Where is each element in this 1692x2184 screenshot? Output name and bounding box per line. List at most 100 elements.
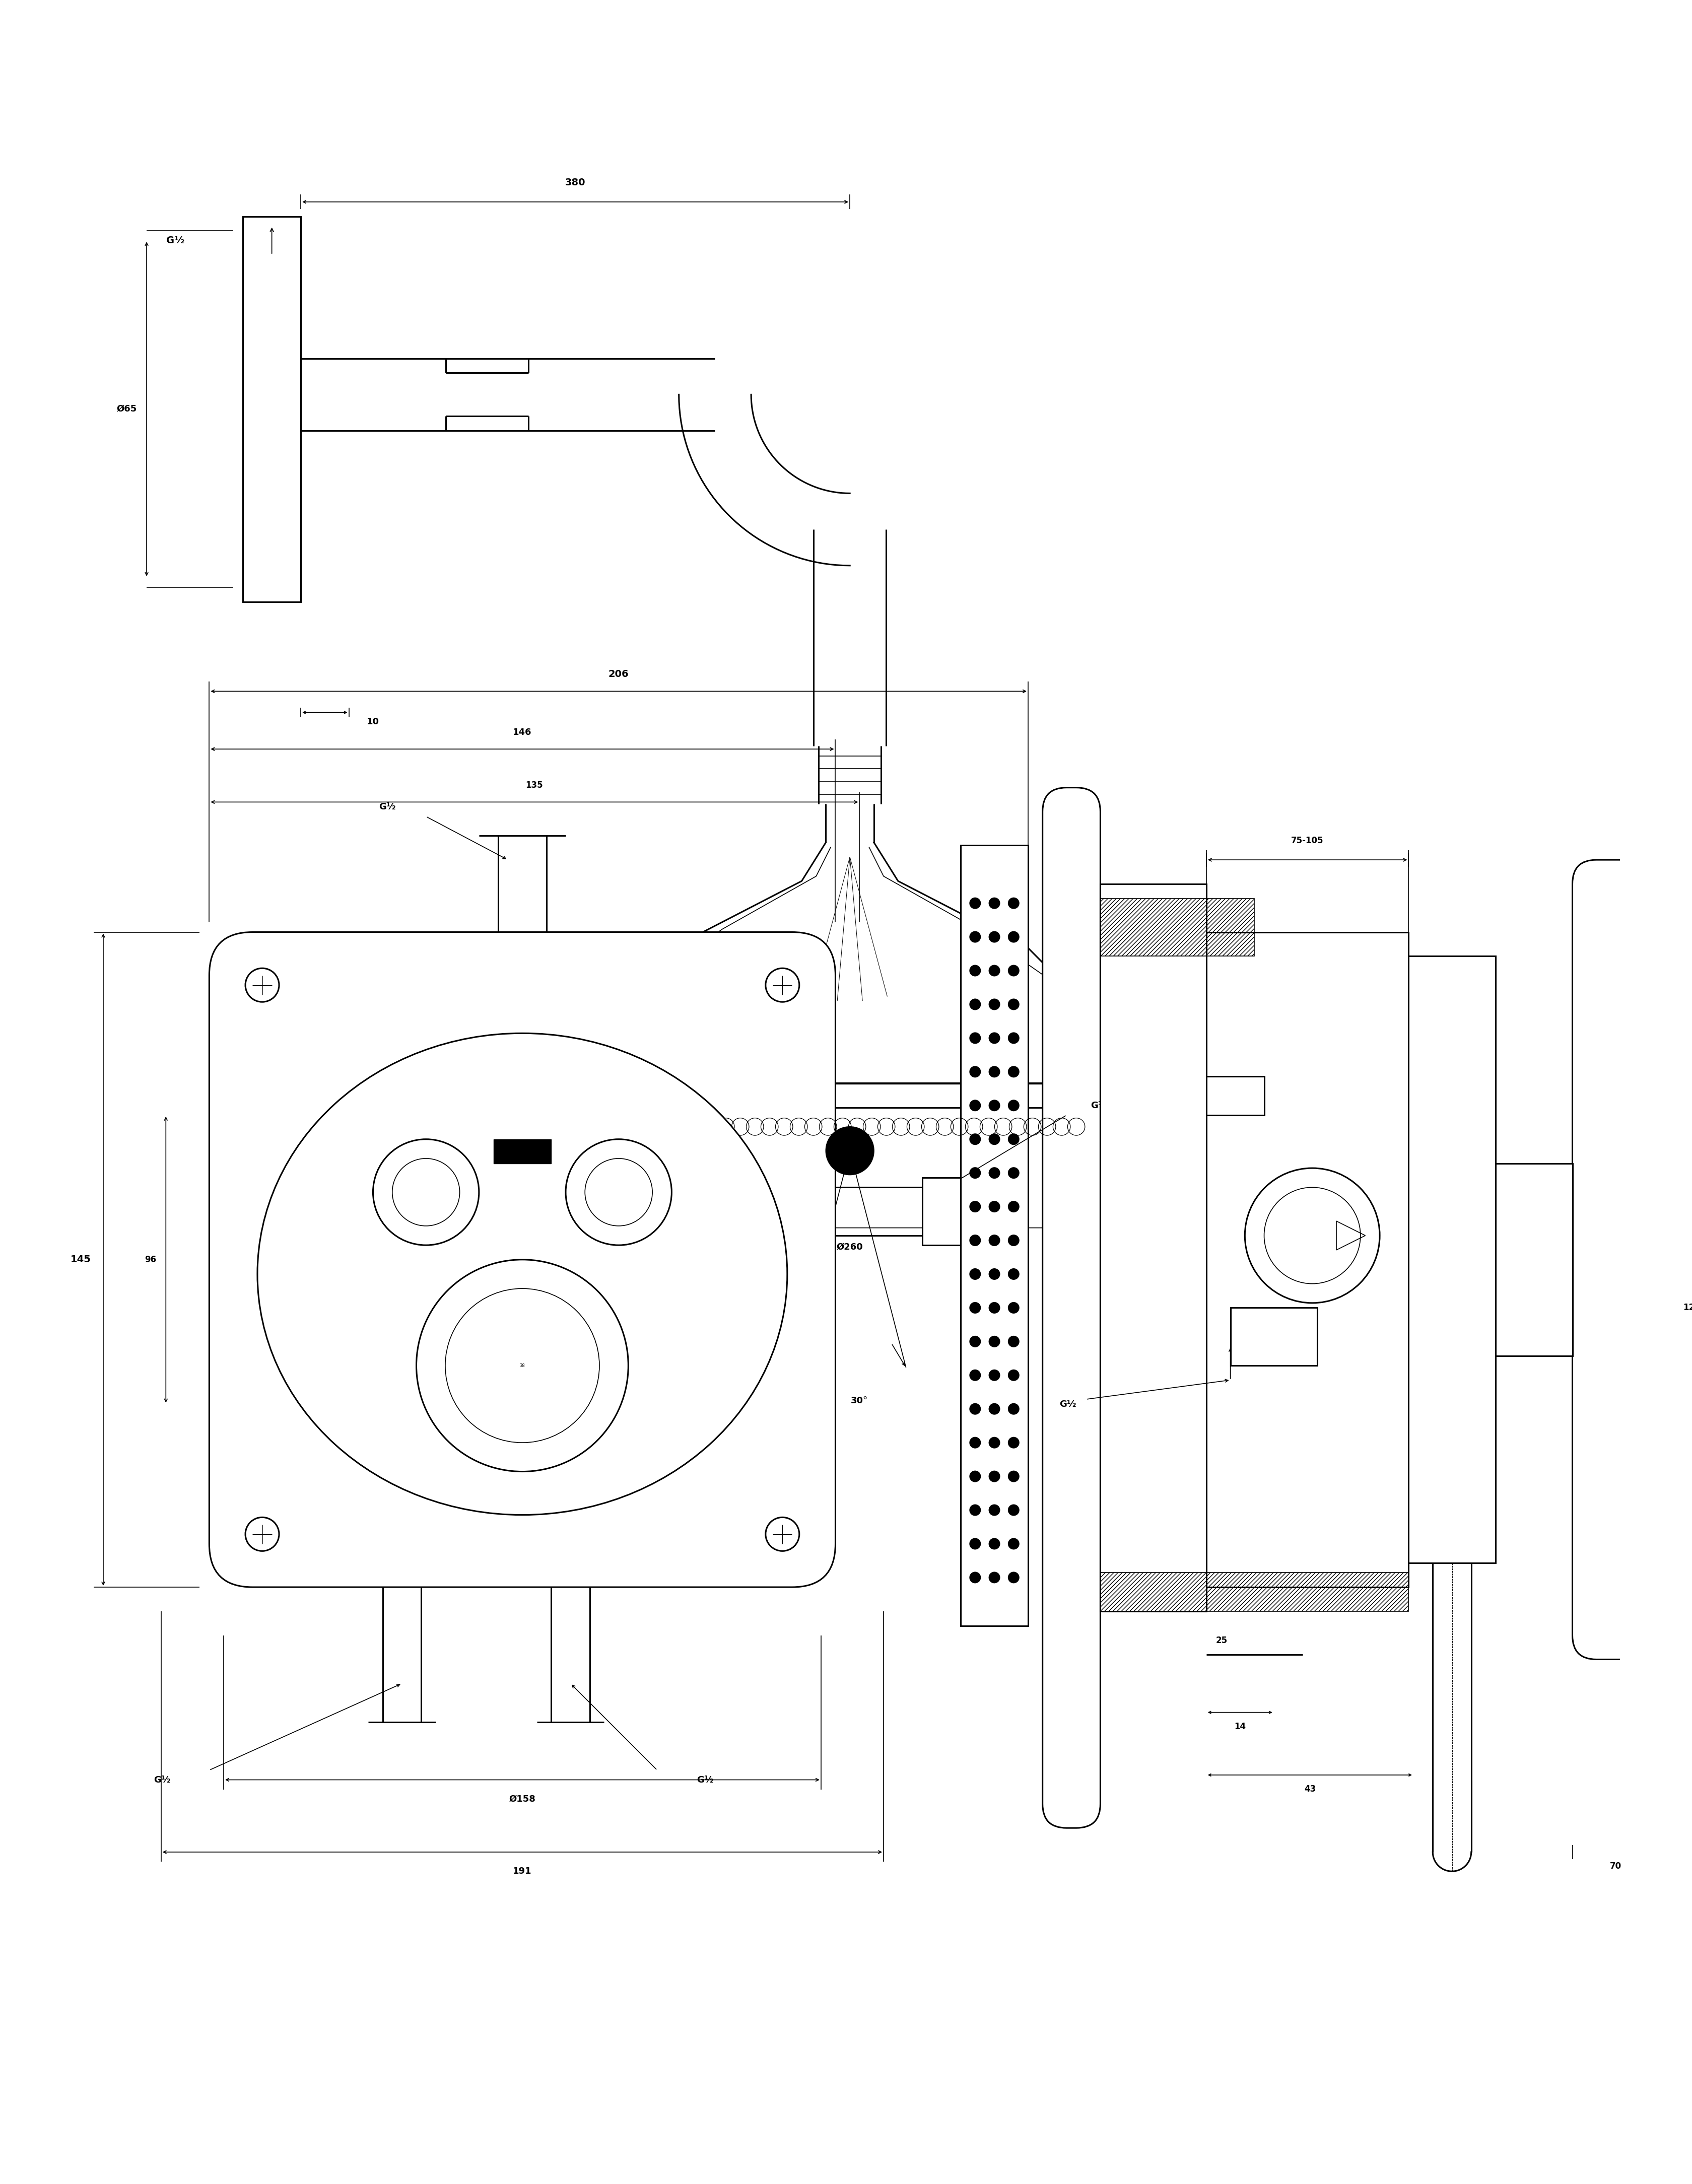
Circle shape xyxy=(1008,998,1019,1011)
Circle shape xyxy=(970,998,981,1011)
Text: 10: 10 xyxy=(367,716,379,727)
Circle shape xyxy=(988,1402,1000,1415)
Circle shape xyxy=(988,1166,1000,1179)
Text: 43: 43 xyxy=(1305,1784,1316,1793)
Text: Ø158: Ø158 xyxy=(509,1795,536,1804)
Circle shape xyxy=(1008,1572,1019,1583)
Circle shape xyxy=(1008,1066,1019,1077)
Circle shape xyxy=(1008,1033,1019,1044)
Circle shape xyxy=(1008,1402,1019,1415)
Circle shape xyxy=(970,898,981,909)
Text: 380: 380 xyxy=(565,177,585,188)
Bar xyxy=(244,216,301,601)
Circle shape xyxy=(1008,1166,1019,1179)
Circle shape xyxy=(970,1369,981,1380)
Circle shape xyxy=(970,1133,981,1144)
Circle shape xyxy=(970,1538,981,1551)
Circle shape xyxy=(970,1402,981,1415)
Text: 96: 96 xyxy=(144,1256,156,1265)
Circle shape xyxy=(988,1337,1000,1348)
Text: 25: 25 xyxy=(1217,1636,1228,1645)
FancyBboxPatch shape xyxy=(1572,860,1660,1660)
Bar xyxy=(1206,933,1409,1588)
Circle shape xyxy=(988,898,1000,909)
Circle shape xyxy=(1008,1133,1019,1144)
Circle shape xyxy=(988,965,1000,976)
Circle shape xyxy=(988,1369,1000,1380)
Circle shape xyxy=(1008,1234,1019,1247)
Circle shape xyxy=(988,1201,1000,1212)
Circle shape xyxy=(988,1572,1000,1583)
Circle shape xyxy=(970,1337,981,1348)
Circle shape xyxy=(970,1470,981,1483)
Bar xyxy=(1100,1572,1409,1612)
Bar xyxy=(1100,885,1206,1612)
Text: G¹⁄₂: G¹⁄₂ xyxy=(154,1776,171,1784)
Text: G¹⁄₂: G¹⁄₂ xyxy=(379,802,396,812)
Text: G¹⁄₂: G¹⁄₂ xyxy=(1059,1400,1076,1409)
Text: 75-105: 75-105 xyxy=(1291,836,1323,845)
Circle shape xyxy=(970,1201,981,1212)
Circle shape xyxy=(970,1572,981,1583)
Circle shape xyxy=(1008,898,1019,909)
Bar xyxy=(1100,898,1254,957)
Circle shape xyxy=(1008,1302,1019,1313)
Bar xyxy=(1496,1164,1572,1356)
Circle shape xyxy=(970,1505,981,1516)
Circle shape xyxy=(988,1538,1000,1551)
Circle shape xyxy=(1008,1337,1019,1348)
Bar xyxy=(961,845,1029,1625)
Circle shape xyxy=(1008,1201,1019,1212)
FancyBboxPatch shape xyxy=(1042,788,1100,1828)
Text: Ø260: Ø260 xyxy=(836,1243,863,1251)
Circle shape xyxy=(970,1033,981,1044)
Circle shape xyxy=(988,1437,1000,1448)
Circle shape xyxy=(970,1437,981,1448)
Circle shape xyxy=(970,1269,981,1280)
Circle shape xyxy=(988,1101,1000,1112)
Circle shape xyxy=(970,1066,981,1077)
Bar xyxy=(1230,1308,1316,1365)
Circle shape xyxy=(988,1505,1000,1516)
Circle shape xyxy=(1008,1437,1019,1448)
Text: 14: 14 xyxy=(1233,1721,1245,1732)
Text: 70: 70 xyxy=(1609,1861,1621,1872)
Circle shape xyxy=(970,1234,981,1247)
Text: 146: 146 xyxy=(513,727,531,736)
Circle shape xyxy=(988,1269,1000,1280)
Circle shape xyxy=(970,1166,981,1179)
Bar xyxy=(1409,957,1496,1564)
Text: G¹⁄₂: G¹⁄₂ xyxy=(1091,1101,1108,1109)
Circle shape xyxy=(970,965,981,976)
Circle shape xyxy=(988,930,1000,943)
Circle shape xyxy=(988,1133,1000,1144)
Circle shape xyxy=(988,1066,1000,1077)
Bar xyxy=(1206,1077,1264,1116)
Circle shape xyxy=(988,1033,1000,1044)
FancyBboxPatch shape xyxy=(210,933,836,1588)
Circle shape xyxy=(1008,1470,1019,1483)
Text: 191: 191 xyxy=(513,1867,531,1876)
Circle shape xyxy=(1008,965,1019,976)
Bar xyxy=(494,1140,552,1164)
Circle shape xyxy=(970,1101,981,1112)
Circle shape xyxy=(1008,1101,1019,1112)
Text: 30°: 30° xyxy=(851,1396,868,1406)
Circle shape xyxy=(970,930,981,943)
Text: 1250: 1250 xyxy=(1684,1304,1692,1313)
Bar xyxy=(922,1177,961,1245)
Circle shape xyxy=(1008,1505,1019,1516)
Text: G¹⁄₂: G¹⁄₂ xyxy=(166,236,184,245)
Circle shape xyxy=(1008,1538,1019,1551)
Text: 135: 135 xyxy=(526,782,543,791)
Ellipse shape xyxy=(257,1033,787,1516)
Circle shape xyxy=(1008,1269,1019,1280)
Circle shape xyxy=(988,998,1000,1011)
Text: 38: 38 xyxy=(519,1363,525,1367)
Text: G¹⁄₂: G¹⁄₂ xyxy=(697,1776,714,1784)
Text: Ø65: Ø65 xyxy=(117,404,137,413)
Circle shape xyxy=(988,1470,1000,1483)
Text: 145: 145 xyxy=(71,1256,91,1265)
Circle shape xyxy=(1008,930,1019,943)
Circle shape xyxy=(826,1127,875,1175)
